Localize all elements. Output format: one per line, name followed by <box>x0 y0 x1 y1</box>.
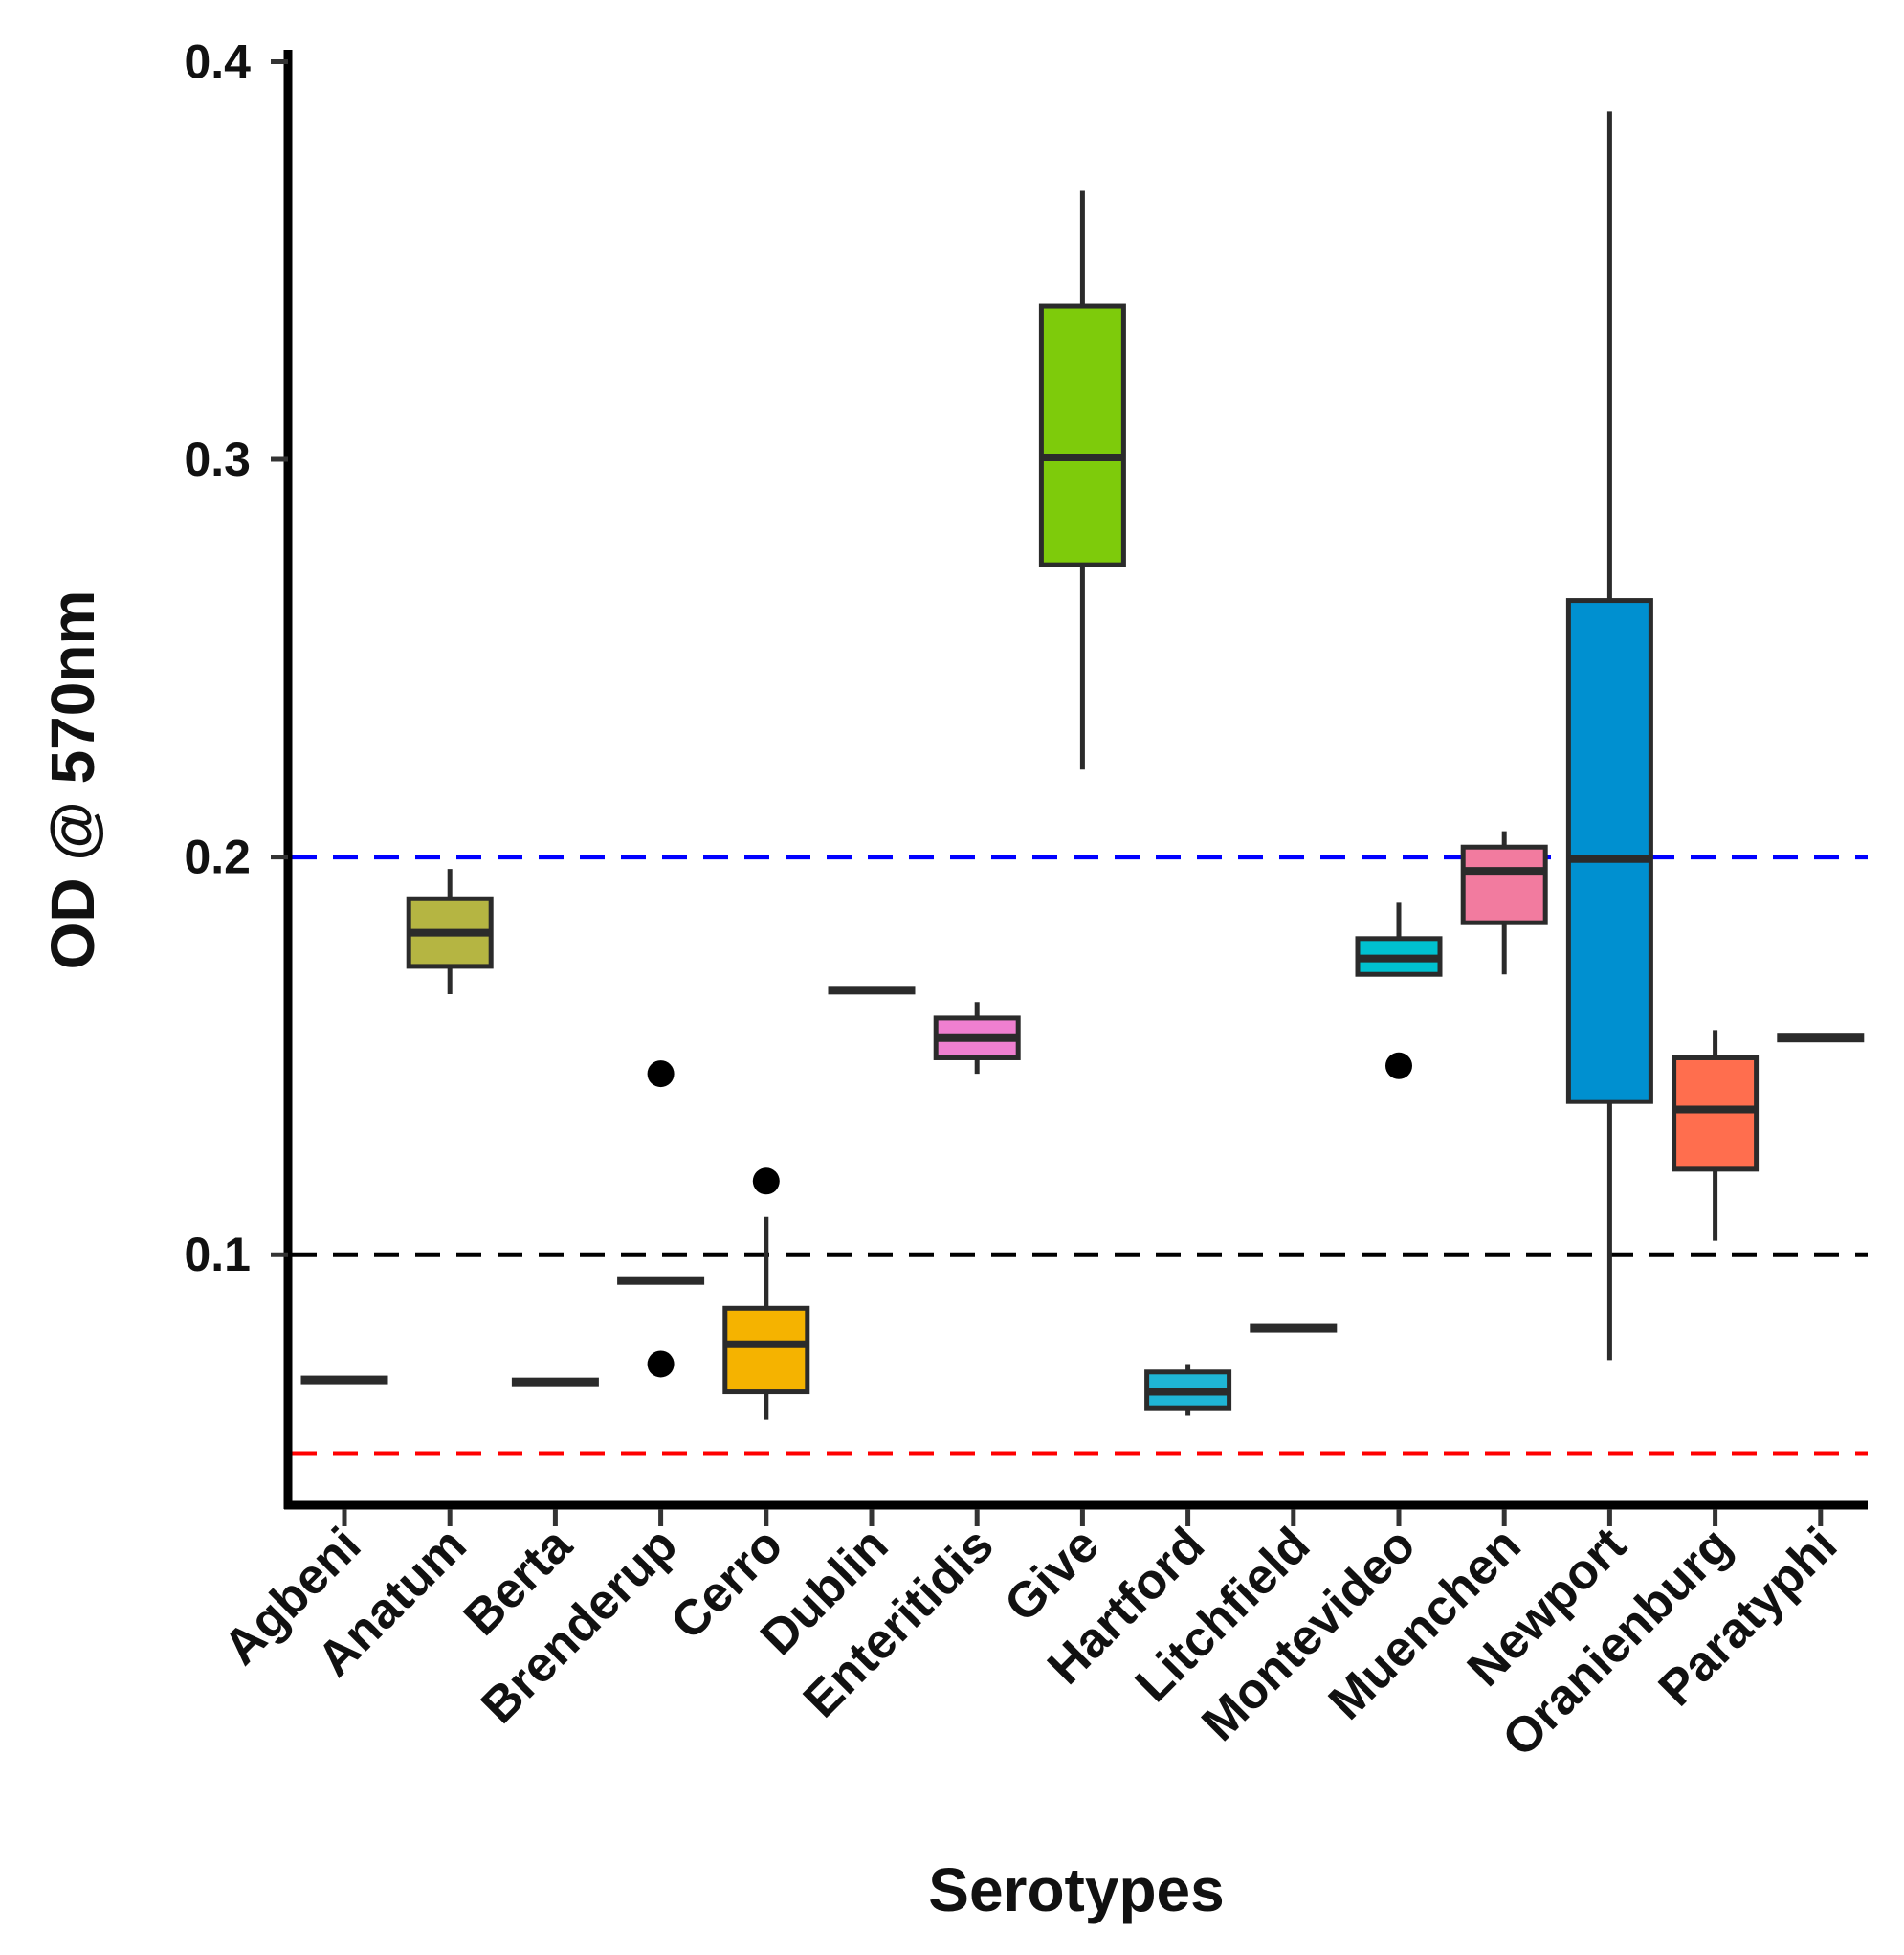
box-paratyphi <box>1777 1033 1865 1043</box>
outlier-point <box>647 1060 675 1088</box>
box-muenchen <box>1460 831 1548 975</box>
y-ticks-group: 0.1 0.2 0.3 0.4 <box>184 34 288 1281</box>
box-litchfield <box>1250 1323 1338 1333</box>
y-axis-title: OD @ 570nm <box>38 590 107 970</box>
box-body <box>1038 303 1126 567</box>
box-montevideo <box>1355 902 1443 1079</box>
outlier-point <box>752 1167 780 1195</box>
outlier-point <box>647 1350 675 1378</box>
boxes-group <box>300 111 1865 1420</box>
box-body <box>1460 844 1548 925</box>
box-give <box>1038 190 1126 770</box>
y-tick-label: 0.3 <box>184 433 251 486</box>
y-tick-label: 0.1 <box>184 1228 251 1281</box>
x-ticks-group: AgbeniAnatumBertaBrenderupCerroDublinEnt… <box>213 1509 1848 1767</box>
y-tick-label: 0.2 <box>184 831 251 884</box>
box-body <box>1565 598 1653 1104</box>
box-berta <box>511 1377 599 1387</box>
axes-group <box>283 50 1868 1510</box>
box-oranienburg <box>1672 1030 1760 1241</box>
box-enteritidis <box>933 1002 1021 1075</box>
y-tick-label: 0.4 <box>184 34 251 88</box>
box-hartford <box>1144 1364 1232 1416</box>
box-cerro <box>722 1167 810 1420</box>
box-dublin <box>828 986 916 995</box>
box-agbeni <box>300 1375 388 1385</box>
box-newport <box>1565 111 1653 1361</box>
box-brenderup <box>617 1060 705 1378</box>
box-body <box>1672 1055 1760 1172</box>
reference-lines <box>292 855 1868 1456</box>
outlier-point <box>1385 1052 1412 1079</box>
box-anatum <box>406 869 494 994</box>
box-body <box>722 1305 810 1395</box>
x-axis-title: Serotypes <box>928 1855 1224 1924</box>
